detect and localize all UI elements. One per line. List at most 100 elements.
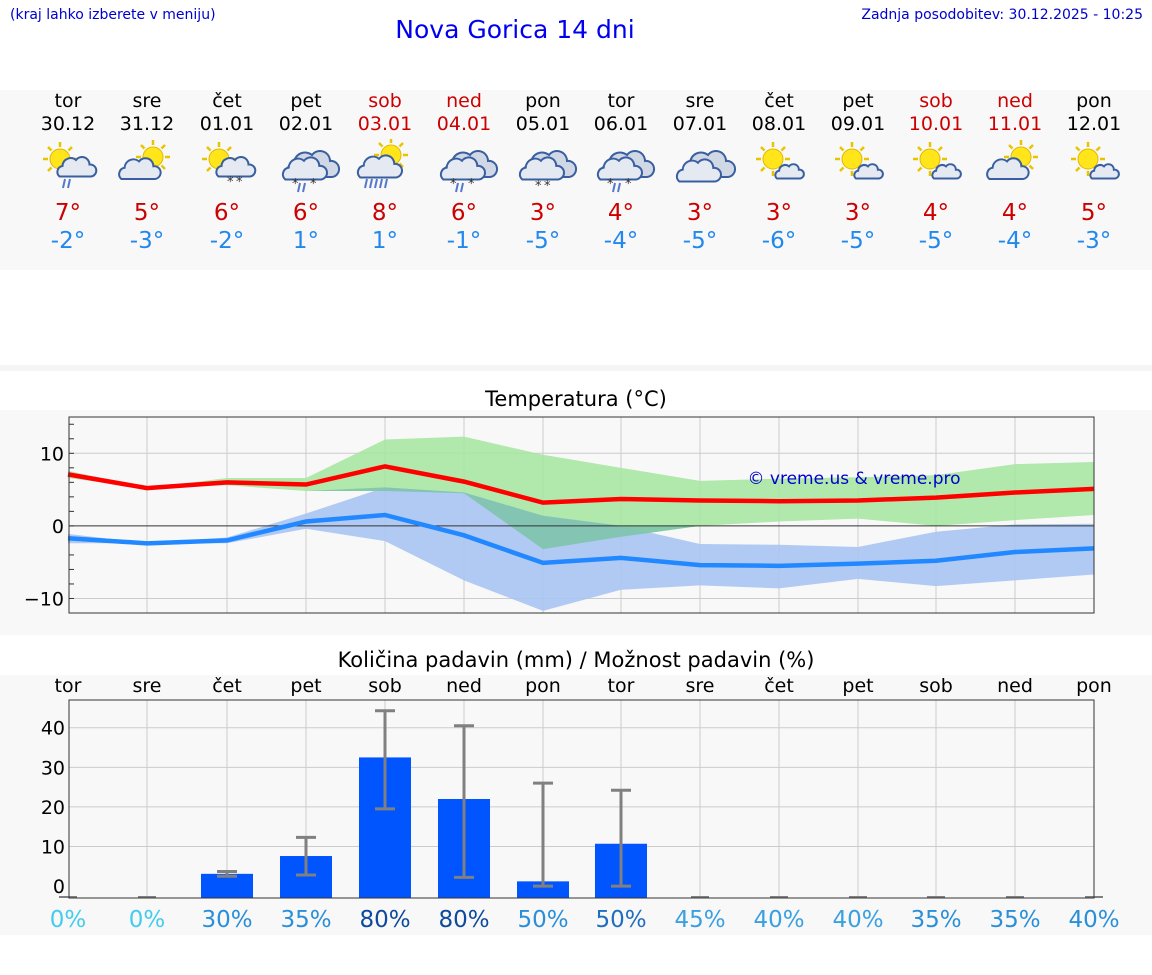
day-name: pet xyxy=(842,90,874,112)
precipitation-chance-label: 30% xyxy=(201,907,252,933)
temp-max: 3° xyxy=(686,200,714,226)
svg-text:*: * xyxy=(535,179,542,194)
day-name: čet xyxy=(764,90,794,112)
temp-max: 4° xyxy=(922,200,950,226)
day-forecast: čet 08.01 3° -6° xyxy=(739,90,819,255)
svg-text:*: * xyxy=(468,177,475,192)
precipitation-chance-label: 0% xyxy=(50,907,87,933)
precipitation-chance-label: 35% xyxy=(910,907,961,933)
precipitation-day-label: sob xyxy=(919,675,953,697)
precipitation-chance-label: 40% xyxy=(832,907,883,933)
temp-max: 5° xyxy=(1080,200,1108,226)
day-date: 09.01 xyxy=(830,113,886,135)
temp-max: 3° xyxy=(765,200,793,226)
precipitation-day-label: sre xyxy=(686,675,715,697)
precipitation-ytick-label: 40 xyxy=(41,718,65,740)
day-date: 02.01 xyxy=(278,113,334,135)
temp-max: 3° xyxy=(529,200,557,226)
svg-text:*: * xyxy=(607,177,614,192)
precipitation-chance-label: 50% xyxy=(517,907,568,933)
precipitation-day-label: čet xyxy=(764,675,794,697)
precipitation-day-label: tor xyxy=(608,675,635,697)
day-name: ned xyxy=(997,90,1033,112)
precipitation-day-label: sre xyxy=(133,675,162,697)
temp-max: 6° xyxy=(213,200,241,226)
temperature-chart: 10 0 −10 © vreme.us & vreme.pro xyxy=(24,416,1095,614)
temperature-plot-frame xyxy=(68,416,1095,614)
precipitation-chart: tor sre čet pet sob ned pon tor sre čet pet sob ned p… xyxy=(41,675,1120,933)
temp-max: 4° xyxy=(607,200,635,226)
temp-min: -2° xyxy=(209,228,245,254)
day-date: 30.12 xyxy=(40,113,96,135)
temp-min: -4° xyxy=(603,228,639,254)
day-date: 12.01 xyxy=(1066,113,1122,135)
day-name: ned xyxy=(446,90,482,112)
temp-min: -5° xyxy=(682,228,718,254)
day-name: pon xyxy=(525,90,561,112)
max-temp-range-band xyxy=(68,436,1094,550)
temp-max: 5° xyxy=(133,200,161,226)
day-forecast: pet 02.01 * * 6° 1° xyxy=(266,90,346,255)
precipitation-chance-label: 80% xyxy=(359,907,410,933)
precipitation-ytick-label: 20 xyxy=(41,797,65,819)
svg-text:*: * xyxy=(544,179,551,194)
precipitation-ytick-label: 30 xyxy=(41,757,65,779)
min-temp-line xyxy=(67,512,1095,569)
sun-cloud-heavy-rain-icon xyxy=(356,139,408,189)
precipitation-chance-label: 35% xyxy=(280,907,331,933)
day-forecast: ned 04.01 * * 6° -1° xyxy=(424,90,504,255)
day-name: sre xyxy=(685,90,715,112)
max-temp-line xyxy=(67,464,1095,505)
day-name: tor xyxy=(54,90,82,112)
temp-range-overlap xyxy=(68,477,1094,550)
precipitation-bar xyxy=(517,881,569,898)
sun-cloud-rain-icon xyxy=(43,142,98,189)
day-name: pon xyxy=(1076,90,1112,112)
day-date: 01.01 xyxy=(199,113,255,135)
temperature-ytick-label: 0 xyxy=(52,516,64,538)
day-forecast: sob 03.01 8° 1° xyxy=(345,90,425,255)
day-date: 31.12 xyxy=(119,113,175,135)
location-hint: (kraj lahko izberete v meniju) xyxy=(10,7,216,23)
temperature-ytick-label: 10 xyxy=(40,443,64,465)
day-forecast: pon 05.01 * * 3° -5° xyxy=(503,90,583,255)
day-forecast: sre 07.01 3° -5° xyxy=(660,90,740,255)
temp-min: -4° xyxy=(997,228,1033,254)
temp-min: -1° xyxy=(446,228,482,254)
day-name: pet xyxy=(290,90,322,112)
day-forecast: tor 06.01 * * 4° -4° xyxy=(581,90,661,255)
precipitation-day-label: tor xyxy=(55,675,82,697)
precipitation-chance-label: 45% xyxy=(674,907,725,933)
sun-small-cloud-icon xyxy=(913,142,962,180)
temperature-ytick-label: −10 xyxy=(24,588,64,610)
precipitation-day-label: pon xyxy=(525,675,561,697)
svg-text:*: * xyxy=(625,177,632,192)
temp-max: 7° xyxy=(54,200,82,226)
temp-max: 6° xyxy=(450,200,478,226)
day-date: 08.01 xyxy=(751,113,807,135)
svg-text:*: * xyxy=(292,177,299,192)
sun-cloud-snow-icon: * * xyxy=(202,142,257,190)
separator xyxy=(0,365,1152,371)
cloud-sleet-icon: * * xyxy=(596,150,656,193)
temperature-chart-title: Temperatura (°C) xyxy=(485,387,667,411)
svg-text:*: * xyxy=(236,175,243,190)
sun-cloud-icon xyxy=(986,140,1038,180)
day-forecast: pet 09.01 3° -5° xyxy=(818,90,898,255)
daily-forecast-panel: tor 30.12 7° -2° sre 31.12 5° -3° čet 01.01 * * 6° -2… xyxy=(0,90,1152,270)
day-forecast: tor 30.12 7° -2° xyxy=(28,90,108,255)
day-date: 05.01 xyxy=(515,113,571,135)
day-name: čet xyxy=(212,90,242,112)
temperature-panel: 10 0 −10 © vreme.us & vreme.pro xyxy=(0,410,1152,635)
day-forecast: pon 12.01 5° -3° xyxy=(1054,90,1134,255)
cloud-sleet-icon: * * xyxy=(281,150,341,193)
precipitation-day-label: pet xyxy=(290,675,321,697)
day-date: 06.01 xyxy=(593,113,649,135)
precipitation-chance-label: 40% xyxy=(1068,907,1119,933)
temp-max: 4° xyxy=(1001,200,1029,226)
precipitation-chart-title: Količina padavin (mm) / Možnost padavin … xyxy=(337,648,815,672)
day-date: 03.01 xyxy=(357,113,413,135)
sun-cloud-icon xyxy=(118,140,170,180)
day-name: sre xyxy=(132,90,162,112)
precipitation-chance-label: 50% xyxy=(595,907,646,933)
